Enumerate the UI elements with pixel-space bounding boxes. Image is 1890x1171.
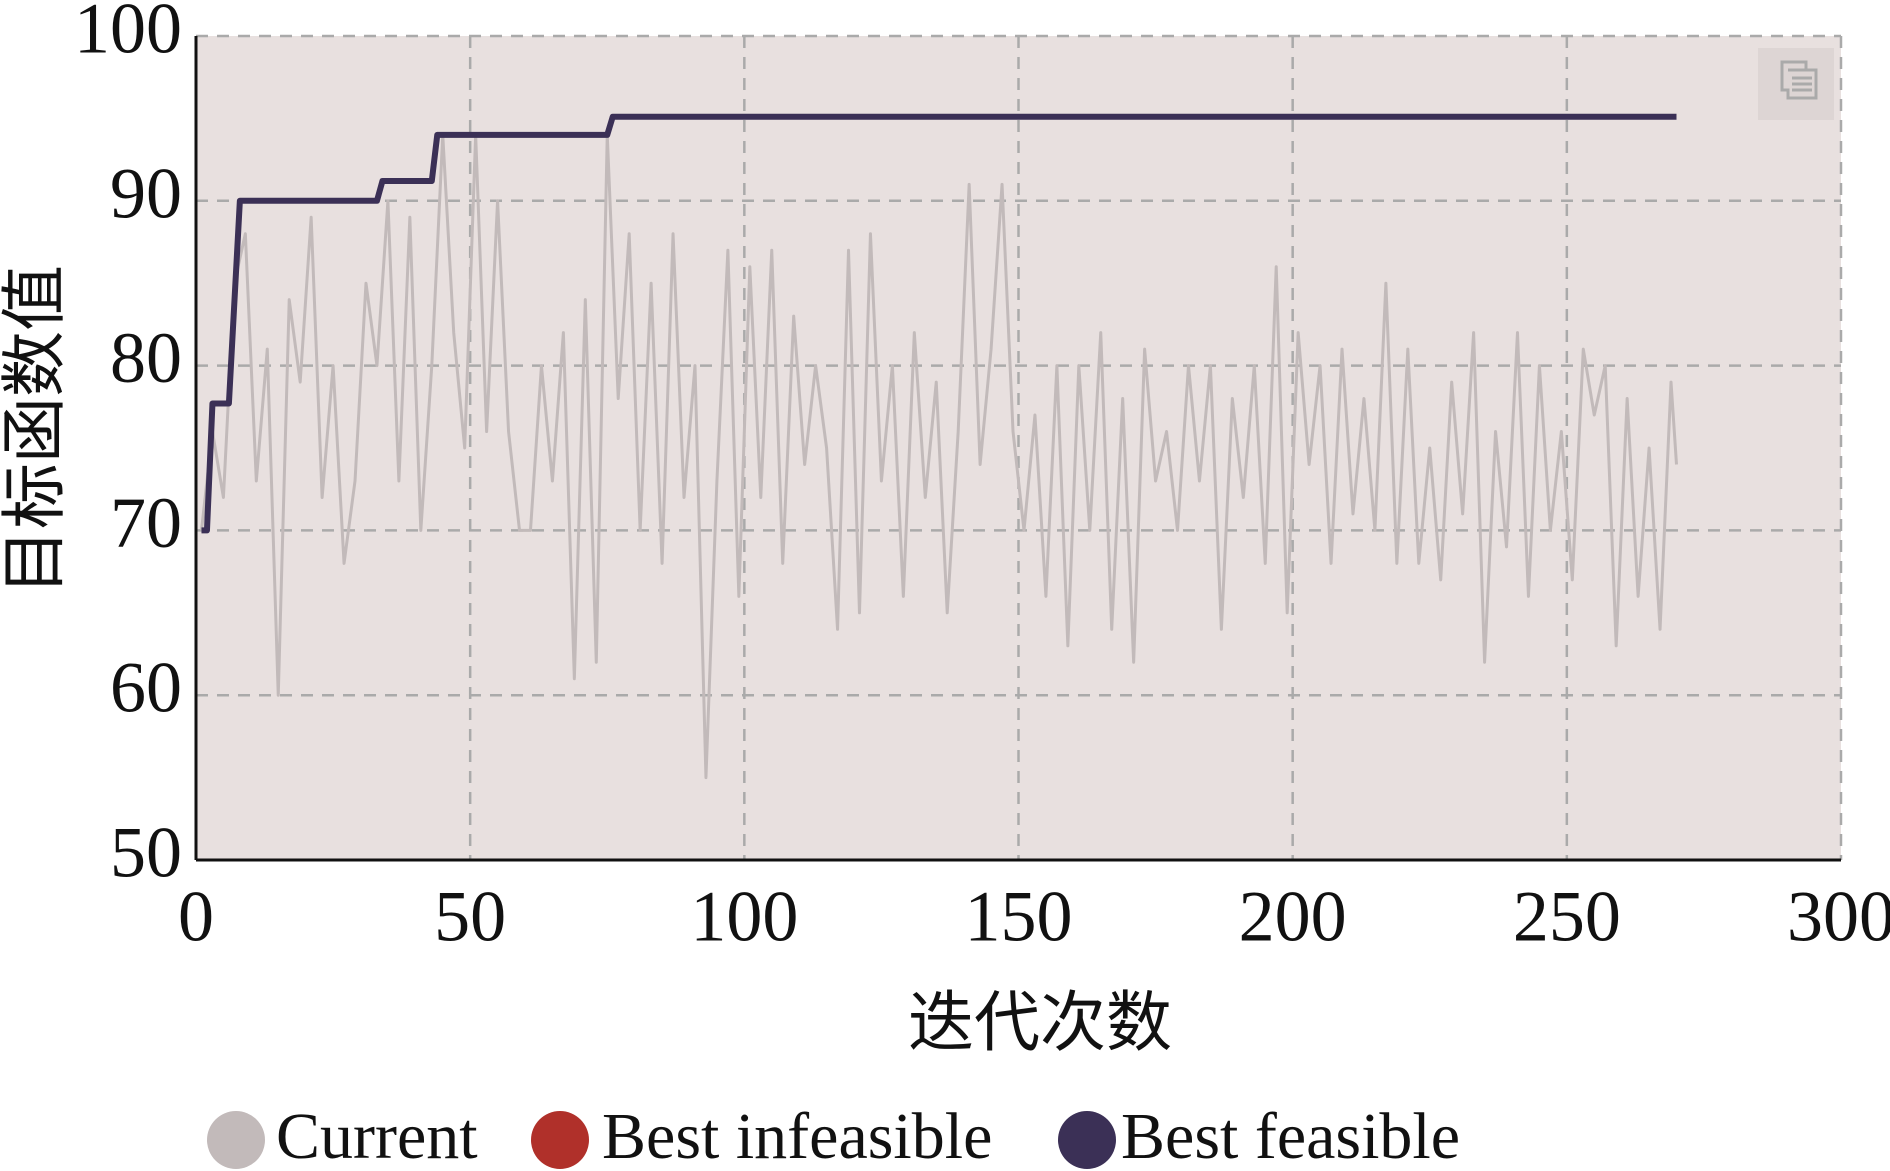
legend-label: Best feasible xyxy=(1121,1100,1460,1171)
legend-marker xyxy=(207,1111,265,1169)
y-axis-title: 目标函数值 xyxy=(0,265,72,595)
y-tick-label: 70 xyxy=(110,483,182,563)
x-tick-label: 250 xyxy=(1513,877,1621,957)
x-tick-label: 150 xyxy=(965,877,1073,957)
copy-icon xyxy=(1780,60,1818,100)
x-tick-label: 200 xyxy=(1239,877,1347,957)
data-line xyxy=(201,113,1677,534)
y-tick-label: 60 xyxy=(110,648,182,728)
x-tick-label: 100 xyxy=(690,877,798,957)
y-tick-label: 90 xyxy=(110,153,182,233)
legend-marker xyxy=(1058,1111,1116,1169)
y-tick-label: 100 xyxy=(74,0,182,69)
legend-marker xyxy=(531,1111,589,1169)
y-tick-label: 80 xyxy=(110,318,182,398)
x-axis-title: 迭代次数 xyxy=(908,987,1172,1060)
x-tick-label: 300 xyxy=(1787,877,1890,957)
data-line xyxy=(199,133,1678,780)
y-tick-label: 50 xyxy=(110,813,182,893)
x-tick-label: 50 xyxy=(434,877,506,957)
legend-label: Best infeasible xyxy=(602,1100,992,1171)
x-tick-label: 0 xyxy=(178,877,214,957)
legend-label: Current xyxy=(276,1100,478,1171)
